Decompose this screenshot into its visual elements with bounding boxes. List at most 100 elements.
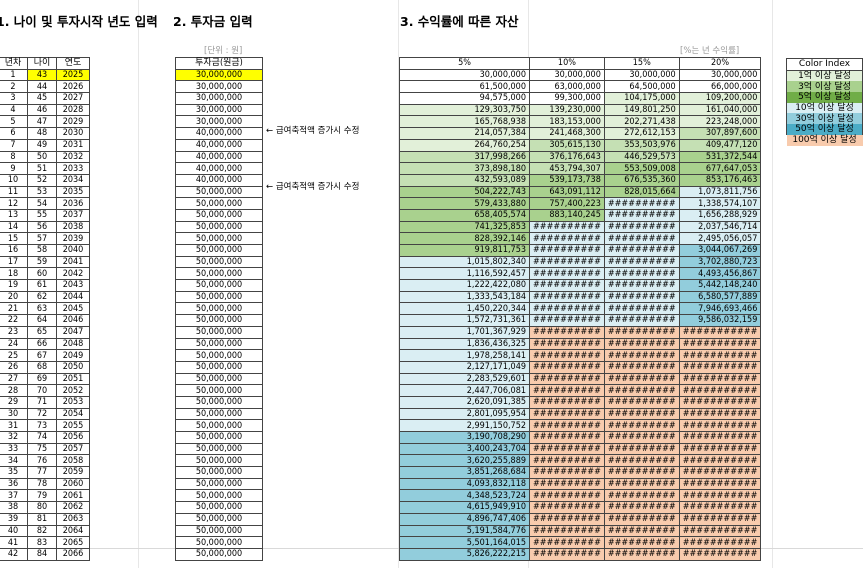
asset-value-cell: ########## <box>603 431 680 444</box>
table-row: 1,222,422,080 ########## ########## 5,442,1… <box>399 279 762 292</box>
table-row: 50,000,000 <box>175 220 263 234</box>
asset-value-cell: ########### <box>678 407 762 421</box>
asset-value-cell: ########### <box>678 501 762 514</box>
asset-value-cell: 1,656,288,929 <box>678 208 762 222</box>
asset-value-cell: ########## <box>603 524 680 538</box>
principal-cell: 40,000,000 <box>175 150 263 164</box>
color-index-title: Color Index <box>786 58 863 71</box>
salary-note: ← 급여축적액 증가시 수정 <box>266 126 360 136</box>
year-number-cell: 29 <box>0 395 28 409</box>
year-cell: 2063 <box>56 512 90 526</box>
table-row: 3,620,255,889 ########## ########## #######… <box>399 454 762 468</box>
age-cell: 60 <box>27 267 57 281</box>
asset-value-cell: 828,015,664 <box>603 185 680 199</box>
asset-value-cell: ########## <box>529 489 605 503</box>
table-row: 30,000,000 <box>175 115 263 129</box>
asset-value-cell: ########## <box>603 384 680 397</box>
age-cell: 68 <box>27 360 57 374</box>
table-row: 37 79 2061 <box>0 489 90 503</box>
table-row: 129,303,750 139,230,000 149,801,250 161,040… <box>399 103 762 117</box>
principal-cell: 50,000,000 <box>175 536 263 549</box>
year-cell: 2052 <box>56 384 90 397</box>
principal-cell: 50,000,000 <box>175 208 263 222</box>
year-cell: 2033 <box>56 162 90 175</box>
table-row: 50,000,000 <box>175 325 263 339</box>
year-cell: 2046 <box>56 314 90 327</box>
asset-value-cell: ########### <box>678 512 762 526</box>
year-cell: 2043 <box>56 279 90 292</box>
color-index-item: 5억 이상 달성 <box>786 92 863 103</box>
asset-value-cell: 741,325,853 <box>399 220 530 234</box>
table-row: 61,500,000 63,000,000 64,500,000 66,000,000 <box>399 80 762 94</box>
asset-value-cell: 2,283,529,601 <box>399 372 530 386</box>
asset-value-cell: ########### <box>678 477 762 491</box>
table-row: 42 84 2066 <box>0 547 90 561</box>
table-row: 41 83 2065 <box>0 536 90 549</box>
asset-value-cell: 5,501,164,015 <box>399 536 530 549</box>
asset-value-cell: ########## <box>529 372 605 386</box>
table-row: 40,000,000 <box>175 138 263 152</box>
table-row: 50,000,000 <box>175 208 263 222</box>
salary-note: ← 급여축적액 증가시 수정 <box>266 182 360 192</box>
year-number-cell: 15 <box>0 232 28 245</box>
table-row: 18 60 2042 <box>0 267 90 281</box>
table-row: 6 48 2030 <box>0 127 90 140</box>
age-cell: 81 <box>27 512 57 526</box>
asset-value-cell: 61,500,000 <box>399 80 530 94</box>
table-row: 828,392,146 ########## ########## 2,495,056… <box>399 232 762 245</box>
color-index-legend: Color Index 1억 이상 달성 3억 이상 달성 5억 이상 달성 10억 … <box>786 58 863 146</box>
asset-value-cell: ########## <box>603 255 680 269</box>
table-row: 19 61 2043 <box>0 279 90 292</box>
year-cell: 2031 <box>56 138 90 152</box>
year-cell: 2040 <box>56 244 90 257</box>
year-cell: 2034 <box>56 173 90 187</box>
table-row: 9 51 2033 <box>0 162 90 175</box>
asset-value-cell: 453,794,307 <box>529 162 605 175</box>
age-cell: 69 <box>27 372 57 386</box>
year-cell: 2047 <box>56 325 90 339</box>
asset-value-cell: 1,450,220,344 <box>399 302 530 316</box>
table-row: 1,015,802,340 ########## ########## 3,702,8… <box>399 255 762 269</box>
age-cell: 43 <box>27 68 57 82</box>
year-number-cell: 20 <box>0 290 28 304</box>
asset-value-cell: 6,580,577,889 <box>678 290 762 304</box>
asset-value-cell: ########## <box>529 244 605 257</box>
principal-cell: 50,000,000 <box>175 290 263 304</box>
principal-cell: 50,000,000 <box>175 512 263 526</box>
asset-value-cell: ########### <box>678 431 762 444</box>
table-row: 5,826,222,215 ########## ########## #######… <box>399 547 762 561</box>
table-row: 1,572,731,361 ########## ########## 9,586,0… <box>399 314 762 327</box>
asset-value-cell: ########## <box>529 360 605 374</box>
asset-value-cell: 409,477,120 <box>678 138 762 152</box>
asset-value-cell: 272,612,153 <box>603 127 680 140</box>
table-row: 214,057,384 241,468,300 272,612,153 307,897… <box>399 127 762 140</box>
asset-value-cell: 643,091,112 <box>529 185 605 199</box>
table-row: 1,701,367,929 ########## ########## #######… <box>399 325 762 339</box>
asset-value-cell: 5,191,584,776 <box>399 524 530 538</box>
asset-value-cell: 4,896,747,406 <box>399 512 530 526</box>
asset-value-cell: ########## <box>529 302 605 316</box>
table-row: 4,896,747,406 ########## ########## #######… <box>399 512 762 526</box>
year-cell: 2038 <box>56 220 90 234</box>
table-row: 20 62 2044 <box>0 290 90 304</box>
asset-value-cell: 109,200,000 <box>678 92 762 105</box>
asset-value-cell: ########## <box>603 419 680 432</box>
age-cell: 61 <box>27 279 57 292</box>
color-index-item: 100억 이상 달성 <box>786 134 863 146</box>
principal-cell: 50,000,000 <box>175 524 263 538</box>
asset-value-cell: 1,015,802,340 <box>399 255 530 269</box>
asset-value-cell: ########## <box>603 314 680 327</box>
table-row: 16 58 2040 <box>0 244 90 257</box>
gridline <box>772 0 773 568</box>
age-cell: 56 <box>27 220 57 234</box>
age-cell: 59 <box>27 255 57 269</box>
year-cell: 2044 <box>56 290 90 304</box>
table-row: 50,000,000 <box>175 442 263 456</box>
principal-cell: 50,000,000 <box>175 501 263 514</box>
table-row: 373,898,180 453,794,307 553,509,008 677,647… <box>399 162 762 175</box>
table-row: 31 73 2055 <box>0 419 90 432</box>
asset-value-cell: 5,826,222,215 <box>399 547 530 561</box>
asset-value-cell: ########## <box>603 372 680 386</box>
year-number-cell: 19 <box>0 279 28 292</box>
principal-cell: 50,000,000 <box>175 360 263 374</box>
